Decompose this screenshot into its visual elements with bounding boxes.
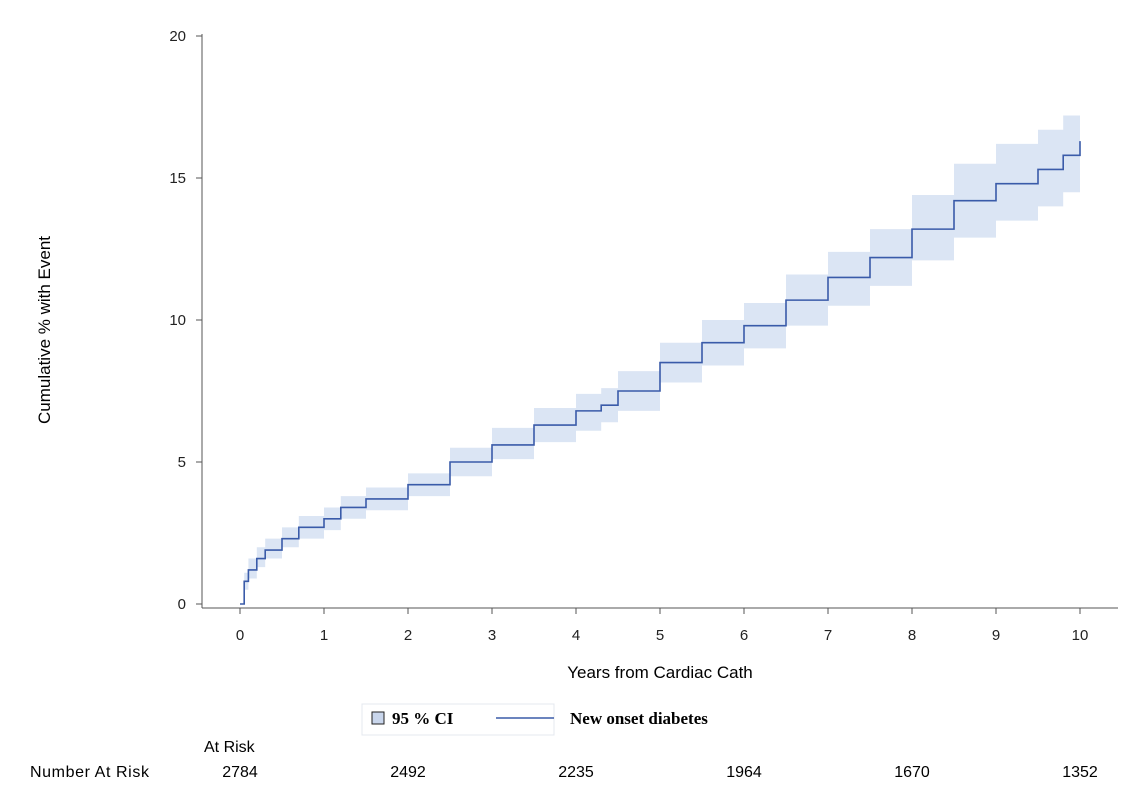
x-tick-label: 6 (740, 627, 748, 644)
x-tick-label: 2 (404, 627, 412, 644)
x-tick-label: 4 (572, 627, 580, 644)
risk-value: 2492 (390, 764, 426, 781)
x-tick-label: 9 (992, 627, 1000, 644)
y-tick-label: 20 (169, 28, 186, 45)
y-tick-label: 5 (178, 454, 186, 471)
legend-frame (361, 703, 555, 736)
x-tick-label: 10 (1072, 627, 1089, 644)
curve-layer (240, 141, 1081, 605)
x-tick-label: 5 (656, 627, 664, 644)
y-tick-label: 10 (169, 312, 186, 329)
y-axis-title: Cumulative % with Event (35, 236, 54, 424)
risk-value: 1670 (894, 764, 930, 781)
x-ticks: 0 1 2 3 4 5 6 7 8 9 10 (236, 608, 1089, 644)
risk-value: 2784 (222, 764, 258, 781)
x-tick-label: 3 (488, 627, 496, 644)
x-axis-title: Years from Cardiac Cath (567, 663, 753, 682)
x-tick-label: 1 (320, 627, 328, 644)
risk-table-row-label: Number At Risk (30, 764, 150, 781)
x-tick-label: 7 (824, 627, 832, 644)
risk-value: 1964 (726, 764, 762, 781)
x-tick-label: 0 (236, 627, 244, 644)
risk-value: 1352 (1062, 764, 1098, 781)
y-tick-label: 0 (178, 596, 186, 613)
legend-ci-label: 95 % CI (392, 709, 454, 728)
risk-values: 2784 2492 2235 1964 1670 1352 (222, 764, 1098, 781)
risk-table-header: At Risk (204, 739, 256, 756)
y-tick-label: 15 (169, 170, 186, 187)
legend: 95 % CI New onset diabetes (361, 703, 708, 736)
series-line-new-onset-diabetes (240, 141, 1081, 605)
ci-band-layer (240, 98, 1080, 604)
y-ticks: 0 5 10 15 20 (169, 28, 202, 613)
x-tick-label: 8 (908, 627, 916, 644)
risk-value: 2235 (558, 764, 594, 781)
legend-series-label: New onset diabetes (570, 709, 708, 728)
ci-band (240, 98, 1080, 604)
legend-ci-swatch (371, 711, 385, 725)
